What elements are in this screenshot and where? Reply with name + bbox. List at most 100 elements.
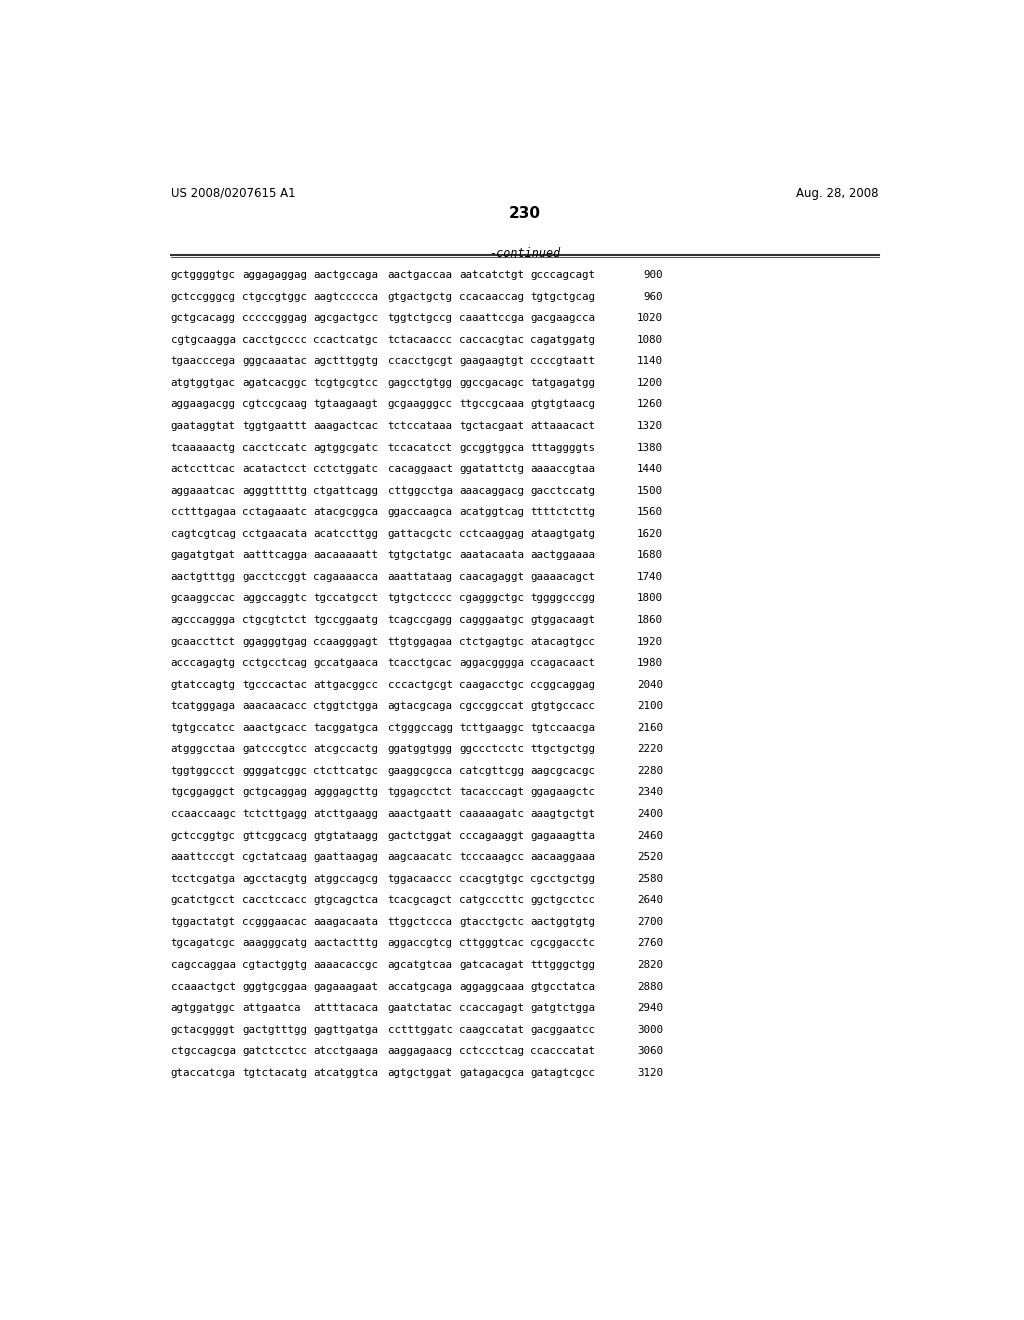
Text: 1620: 1620 <box>637 529 663 539</box>
Text: aaaaccgtaa: aaaaccgtaa <box>530 465 595 474</box>
Text: aactgccaga: aactgccaga <box>313 271 378 280</box>
Text: tggtgaattt: tggtgaattt <box>242 421 307 430</box>
Text: cctgaacata: cctgaacata <box>242 529 307 539</box>
Text: gatcacagat: gatcacagat <box>459 960 524 970</box>
Text: aggagaggag: aggagaggag <box>242 271 307 280</box>
Text: gccggtggca: gccggtggca <box>459 442 524 453</box>
Text: cgctatcaag: cgctatcaag <box>242 853 307 862</box>
Text: agctttggtg: agctttggtg <box>313 356 378 366</box>
Text: cagtcgtcag: cagtcgtcag <box>171 529 236 539</box>
Text: acccagagtg: acccagagtg <box>171 659 236 668</box>
Text: 2700: 2700 <box>637 917 663 927</box>
Text: gaaaacagct: gaaaacagct <box>530 572 595 582</box>
Text: 1680: 1680 <box>637 550 663 560</box>
Text: caaaaagatc: caaaaagatc <box>459 809 524 818</box>
Text: gtgtataagg: gtgtataagg <box>313 830 378 841</box>
Text: gaatctatac: gaatctatac <box>388 1003 453 1012</box>
Text: 1740: 1740 <box>637 572 663 582</box>
Text: ggctgcctcc: ggctgcctcc <box>530 895 595 906</box>
Text: ccacaaccag: ccacaaccag <box>459 292 524 301</box>
Text: attgaatca: attgaatca <box>242 1003 300 1012</box>
Text: aagcaacatc: aagcaacatc <box>388 853 453 862</box>
Text: ccgggaacac: ccgggaacac <box>242 917 307 927</box>
Text: ctctgagtgc: ctctgagtgc <box>459 636 524 647</box>
Text: tcttgaaggc: tcttgaaggc <box>459 723 524 733</box>
Text: cgtccgcaag: cgtccgcaag <box>242 400 307 409</box>
Text: aactactttg: aactactttg <box>313 939 378 948</box>
Text: tgtgccatcc: tgtgccatcc <box>171 723 236 733</box>
Text: cgtgcaagga: cgtgcaagga <box>171 335 236 345</box>
Text: tgaacccega: tgaacccega <box>171 356 236 366</box>
Text: gcgaagggcc: gcgaagggcc <box>388 400 453 409</box>
Text: caccacgtac: caccacgtac <box>459 335 524 345</box>
Text: caaattccga: caaattccga <box>459 313 524 323</box>
Text: Aug. 28, 2008: Aug. 28, 2008 <box>797 187 879 199</box>
Text: ggccgacagc: ggccgacagc <box>459 378 524 388</box>
Text: ggggatcggc: ggggatcggc <box>242 766 307 776</box>
Text: agcgactgcc: agcgactgcc <box>313 313 378 323</box>
Text: 1260: 1260 <box>637 400 663 409</box>
Text: gtgcagctca: gtgcagctca <box>313 895 378 906</box>
Text: cctttgagaa: cctttgagaa <box>171 507 236 517</box>
Text: tgctacgaat: tgctacgaat <box>459 421 524 430</box>
Text: tcccaaagcc: tcccaaagcc <box>459 853 524 862</box>
Text: ccccgtaatt: ccccgtaatt <box>530 356 595 366</box>
Text: ttgccgcaaa: ttgccgcaaa <box>459 400 524 409</box>
Text: gggtgcggaa: gggtgcggaa <box>242 982 307 991</box>
Text: aatcatctgt: aatcatctgt <box>459 271 524 280</box>
Text: gcccagcagt: gcccagcagt <box>530 271 595 280</box>
Text: ccaaactgct: ccaaactgct <box>171 982 236 991</box>
Text: 2520: 2520 <box>637 853 663 862</box>
Text: gagaaagtta: gagaaagtta <box>530 830 595 841</box>
Text: gaagaagtgt: gaagaagtgt <box>459 356 524 366</box>
Text: tgtgctatgc: tgtgctatgc <box>388 550 453 560</box>
Text: 1380: 1380 <box>637 442 663 453</box>
Text: aaactgcacc: aaactgcacc <box>242 723 307 733</box>
Text: agtggatggc: agtggatggc <box>171 1003 236 1012</box>
Text: tgccatgcct: tgccatgcct <box>313 594 378 603</box>
Text: 3120: 3120 <box>637 1068 663 1077</box>
Text: caagacctgc: caagacctgc <box>459 680 524 689</box>
Text: aaagtgctgt: aaagtgctgt <box>530 809 595 818</box>
Text: 1020: 1020 <box>637 313 663 323</box>
Text: tttaggggts: tttaggggts <box>530 442 595 453</box>
Text: cagatggatg: cagatggatg <box>530 335 595 345</box>
Text: 2940: 2940 <box>637 1003 663 1012</box>
Text: atcctgaaga: atcctgaaga <box>313 1047 378 1056</box>
Text: agtgctggat: agtgctggat <box>388 1068 453 1077</box>
Text: gaataggtat: gaataggtat <box>171 421 236 430</box>
Text: gattacgctc: gattacgctc <box>388 529 453 539</box>
Text: agtggcgatc: agtggcgatc <box>313 442 378 453</box>
Text: 2820: 2820 <box>637 960 663 970</box>
Text: ggaccaagca: ggaccaagca <box>388 507 453 517</box>
Text: tgcagatcgc: tgcagatcgc <box>171 939 236 948</box>
Text: aaattcccgt: aaattcccgt <box>171 853 236 862</box>
Text: ctcttcatgc: ctcttcatgc <box>313 766 378 776</box>
Text: tcacctgcac: tcacctgcac <box>388 659 453 668</box>
Text: gagatgtgat: gagatgtgat <box>171 550 236 560</box>
Text: cacctccacc: cacctccacc <box>242 895 307 906</box>
Text: accatgcaga: accatgcaga <box>388 982 453 991</box>
Text: ctgcgtctct: ctgcgtctct <box>242 615 307 624</box>
Text: 1320: 1320 <box>637 421 663 430</box>
Text: ccacgtgtgc: ccacgtgtgc <box>459 874 524 883</box>
Text: aaaacaccgc: aaaacaccgc <box>313 960 378 970</box>
Text: cctttggatc: cctttggatc <box>388 1024 453 1035</box>
Text: gctgcacagg: gctgcacagg <box>171 313 236 323</box>
Text: agggtttttg: agggtttttg <box>242 486 307 495</box>
Text: gggcaaatac: gggcaaatac <box>242 356 307 366</box>
Text: 1200: 1200 <box>637 378 663 388</box>
Text: tggggcccgg: tggggcccgg <box>530 594 595 603</box>
Text: tctacaaccc: tctacaaccc <box>388 335 453 345</box>
Text: 2160: 2160 <box>637 723 663 733</box>
Text: 230: 230 <box>509 206 541 222</box>
Text: tcaaaaactg: tcaaaaactg <box>171 442 236 453</box>
Text: cctccctcag: cctccctcag <box>459 1047 524 1056</box>
Text: ccggcaggag: ccggcaggag <box>530 680 595 689</box>
Text: gttcggcacg: gttcggcacg <box>242 830 307 841</box>
Text: tgtctacatg: tgtctacatg <box>242 1068 307 1077</box>
Text: 900: 900 <box>643 271 663 280</box>
Text: tcacgcagct: tcacgcagct <box>388 895 453 906</box>
Text: aaacaacacc: aaacaacacc <box>242 701 307 711</box>
Text: 2580: 2580 <box>637 874 663 883</box>
